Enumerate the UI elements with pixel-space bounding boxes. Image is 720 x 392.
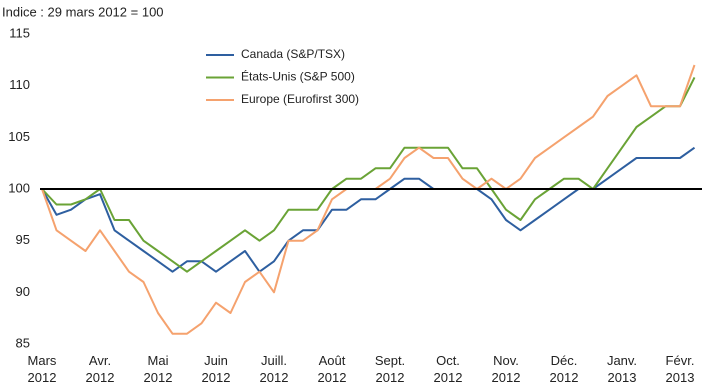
x-tick-label: Févr. 2013 [666,353,695,385]
x-tick-label: Août 2012 [318,353,347,385]
y-tick-label: 90 [16,284,30,299]
x-tick-label: Avr. 2012 [86,353,115,385]
legend-label: Canada (S&P/TSX) [241,47,345,61]
x-tick-label: Oct. 2012 [434,353,463,385]
x-tick-label: Janv. 2013 [607,353,637,385]
x-tick-label: Juill. 2012 [260,353,289,385]
y-tick-label: 115 [9,25,30,40]
x-tick-label: Mai 2012 [144,353,173,385]
x-tick-label: Mars 2012 [28,353,57,385]
y-tick-label: 110 [9,77,30,92]
x-tick-label: Nov. 2012 [492,353,521,385]
x-tick-label: Sept. 2012 [375,353,405,385]
chart-subtitle: Indice : 29 mars 2012 = 100 [2,4,164,19]
x-tick-label: Déc. 2012 [550,353,579,385]
series-line [41,76,696,273]
y-tick-label: 100 [8,180,30,195]
y-tick-label: 105 [8,129,30,144]
y-tick-label: 95 [16,232,30,247]
x-tick-label: Juin 2012 [202,353,231,385]
legend-label: États-Unis (S&P 500) [241,69,355,84]
y-tick-label: 85 [16,335,30,350]
series-line [41,146,696,273]
legend-label: Europe (Eurofirst 300) [241,92,359,106]
